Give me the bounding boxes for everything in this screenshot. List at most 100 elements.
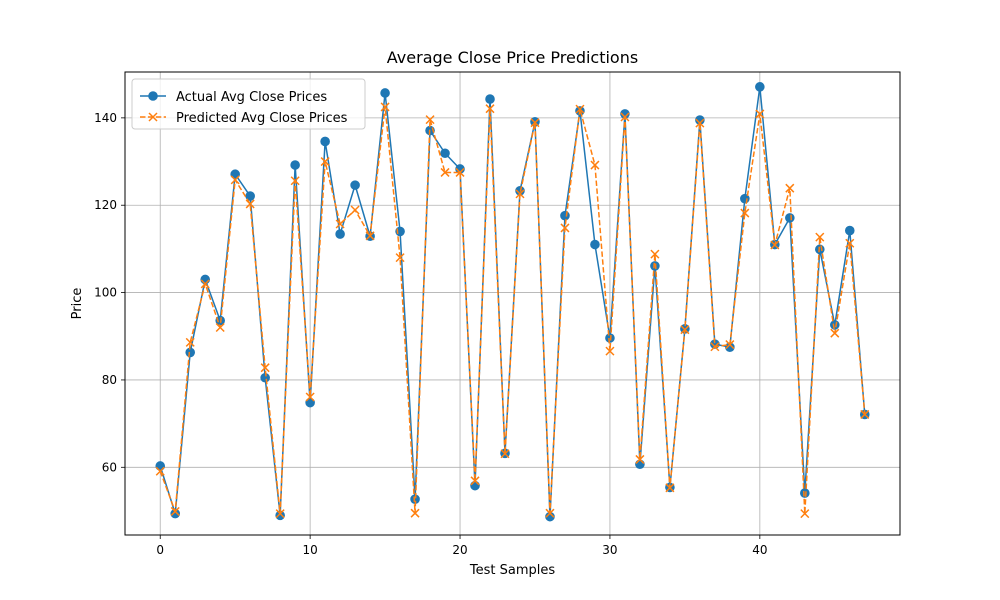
x-marker-stroke	[530, 118, 540, 128]
x-marker-stroke	[515, 189, 525, 199]
x-marker-stroke	[785, 183, 795, 193]
x-marker-stroke	[380, 102, 390, 112]
grid-lines	[125, 72, 900, 535]
x-marker-stroke	[148, 112, 158, 122]
data-point-predicted	[830, 328, 840, 338]
data-point-predicted	[665, 483, 675, 493]
y-tick-label: 120	[94, 198, 117, 212]
data-point-actual	[440, 148, 450, 159]
x-axis-title: Test Samples	[469, 563, 555, 578]
legend-marker	[148, 112, 158, 122]
legend-marker	[148, 91, 158, 101]
x-marker-stroke	[620, 112, 630, 122]
x-marker-stroke	[665, 483, 675, 493]
data-point-predicted	[515, 189, 525, 199]
data-point-predicted	[695, 118, 705, 128]
x-marker-stroke	[455, 167, 465, 177]
data-point-predicted	[170, 506, 180, 516]
x-marker-stroke	[155, 466, 165, 476]
data-point-predicted	[860, 409, 870, 419]
legend-label-predicted: Predicted Avg Close Prices	[176, 111, 348, 126]
series-layer	[155, 82, 870, 522]
data-point-predicted	[350, 205, 360, 215]
x-marker-stroke	[500, 449, 510, 459]
y-tick-label: 140	[94, 111, 117, 125]
x-marker-stroke	[680, 325, 690, 335]
data-point-actual	[635, 459, 645, 470]
x-marker-stroke	[545, 508, 555, 518]
data-point-predicted	[395, 253, 405, 263]
y-axis-title: Price	[70, 288, 85, 320]
data-point-actual	[755, 82, 765, 92]
x-marker-stroke	[305, 392, 315, 402]
y-tick-label: 80	[102, 373, 117, 387]
x-marker-stroke	[725, 340, 735, 350]
x-tick-label: 30	[602, 543, 617, 557]
x-marker-stroke	[320, 157, 330, 167]
x-marker-stroke	[335, 219, 345, 229]
data-point-predicted	[305, 392, 315, 402]
x-marker-stroke	[560, 223, 570, 233]
series-predicted	[155, 102, 870, 519]
data-point-predicted	[575, 104, 585, 114]
data-point-predicted	[800, 509, 810, 519]
data-point-actual	[560, 210, 570, 221]
data-point-actual	[485, 94, 495, 104]
x-marker-stroke	[800, 509, 810, 519]
data-point-actual	[380, 88, 390, 98]
data-point-predicted	[530, 118, 540, 128]
data-point-predicted	[365, 231, 375, 241]
x-marker-stroke	[215, 322, 225, 333]
data-point-actual	[200, 274, 210, 285]
data-point-predicted	[560, 223, 570, 233]
data-point-actual	[290, 160, 300, 170]
data-point-predicted	[410, 508, 420, 518]
data-point-predicted	[290, 176, 300, 186]
x-marker-stroke	[650, 249, 660, 259]
x-marker-stroke	[425, 115, 435, 125]
data-point-predicted	[335, 219, 345, 229]
x-marker-stroke	[605, 346, 615, 356]
data-point-predicted	[320, 157, 330, 167]
x-tick-label: 40	[752, 543, 767, 557]
data-point-predicted	[245, 199, 255, 209]
data-point-actual	[230, 169, 240, 180]
data-point-predicted	[275, 509, 285, 519]
axis-ticks: 0 10 20 30 40 60 80 100 120 140	[94, 111, 767, 557]
data-point-actual	[650, 261, 660, 271]
data-point-predicted	[155, 466, 165, 476]
series-line-predicted	[159, 106, 866, 515]
data-point-predicted	[380, 102, 390, 112]
x-marker-stroke	[590, 160, 600, 170]
y-tick-label: 100	[94, 286, 117, 300]
data-point-predicted	[635, 454, 645, 464]
data-point-predicted	[785, 183, 795, 193]
legend-swatch-predicted	[140, 112, 166, 122]
data-point-actual	[305, 397, 315, 408]
x-marker-stroke	[440, 167, 450, 177]
data-point-actual	[470, 480, 480, 491]
x-marker-stroke	[245, 199, 255, 209]
x-marker-stroke	[770, 240, 780, 250]
data-point-actual	[800, 488, 810, 498]
x-marker-stroke	[200, 279, 210, 289]
data-point-actual	[785, 213, 795, 223]
data-point-actual	[844, 225, 855, 236]
data-point-predicted	[230, 175, 240, 185]
plot-area-frame	[124, 71, 901, 536]
x-marker-stroke	[575, 104, 585, 114]
x-marker-stroke	[410, 508, 420, 518]
x-marker-stroke	[755, 109, 765, 119]
x-marker-stroke	[260, 363, 270, 373]
data-point-predicted	[755, 109, 765, 119]
data-point-predicted	[650, 249, 660, 259]
x-marker-stroke	[290, 176, 300, 186]
data-point-actual	[335, 229, 345, 239]
data-point-predicted	[215, 322, 225, 333]
x-marker-stroke	[230, 175, 240, 185]
x-marker-stroke	[740, 208, 750, 218]
data-point-predicted	[260, 363, 270, 373]
data-point-predicted	[605, 346, 615, 356]
